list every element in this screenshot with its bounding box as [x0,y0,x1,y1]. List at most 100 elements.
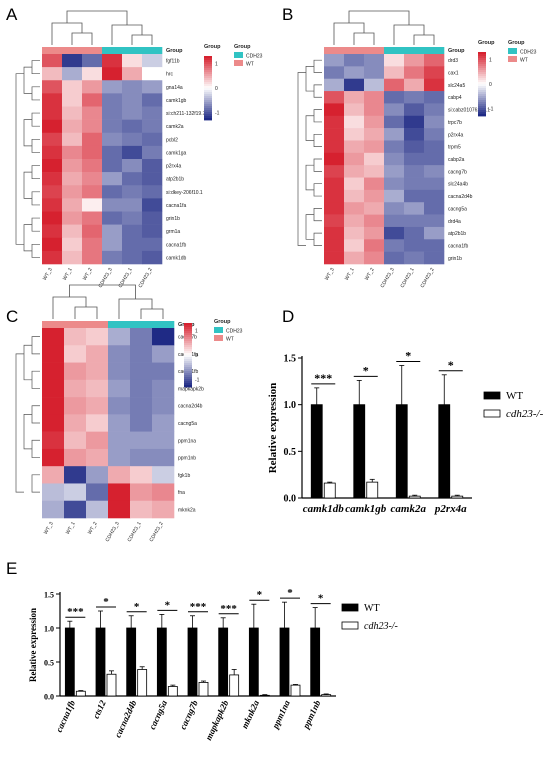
panel-b-heatmap-cell [364,78,385,92]
panel-b-heatmap-cell [344,226,365,240]
panel-b-heatmap-cell [384,91,405,104]
panel-b-row-label: cax1 [448,71,459,77]
panel-b-heatmap-cell [364,202,385,215]
panel-c-heatmap-cell [152,362,175,381]
panel-c-heatmap-cell [130,379,153,398]
panel-b-legend-item: CDH23 [520,50,537,56]
panel-a-row-label: gna14a [166,85,183,91]
panel-a-heatmap-cell [122,237,143,252]
panel-b-heatmap-cell [364,177,385,191]
panel-b-heatmap-cell [324,152,345,166]
panel-c-scale-gradient-step [184,367,192,370]
panel-c-scale-gradient-step [184,339,192,342]
panel-b-heatmap-cell [424,226,445,240]
panel-b-scale-gradient-step [478,94,486,97]
panel-b-row-label: cacna1fb [448,243,469,249]
panel-a-heatmap-cell [102,145,123,160]
panel-c-scale-gradient-step [184,363,192,366]
panel-b-heatmap-cell [424,103,445,117]
panel-e-bar-cdh23 [321,694,332,697]
panel-c-heatmap-cell [108,379,131,398]
panel-b-column-label: WT_1 [344,267,356,282]
panel-c-scale-gradient-step [184,343,192,346]
panel-d-legend-label: cdh23-/- [506,408,544,420]
panel-b-scale-tick: 1 [489,57,492,63]
panel-a-scale-gradient-step [204,116,212,119]
panel-a-heatmap-cell [122,119,143,134]
panel-b-heatmap-cell [344,152,365,166]
panel-a-scale-gradient-step [204,62,212,65]
panel-a-scale-gradient-step [204,72,212,75]
panel-b-heatmap-cell [384,239,405,252]
panel-a-scale-gradient-step [204,58,212,61]
panel-a-scale-gradient-step [204,98,212,101]
panel-a-heatmap-cell [142,119,163,134]
panel-b-group-annotation-cell [384,47,405,54]
panel-c-heatmap-cell [152,448,175,467]
panel-a-heatmap-cell [42,54,63,68]
panel-b-scale-gradient-step [478,110,486,113]
panel-a-heatmap-cell [42,185,63,199]
panel-a-row-label: si:dkey-206f10.1 [166,190,203,196]
panel-d-significance-label: * [448,358,454,372]
panel-e-bar-wt [279,627,290,697]
panel-c-group-annotation-cell [86,321,109,328]
panel-b-column-label: WT_3 [324,267,336,282]
panel-a-heatmap-cell [122,67,143,81]
panel-a-row-label: hrc [166,72,173,78]
panel-c-scale-tick: 1 [195,328,198,334]
panel-b-row-dendrogram-branch [305,115,314,141]
panel-a-legend-item: CDH23 [246,54,263,60]
panel-label-e: E [6,559,17,578]
panel-a-legend-swatch [234,52,243,58]
panel-a-heatmap-cell [142,80,163,94]
panel-c-heatmap-cell [130,362,153,381]
panel-b-row-dendrogram-branch [305,164,314,191]
panel-b-heatmap-cell [404,78,425,92]
panel-e-bar-cdh23 [106,673,117,697]
panel-c-heatmap-cell [64,431,87,450]
panel-e-bar-cdh23 [198,682,209,697]
panel-b-heatmap-cell [364,165,385,178]
panel-a-heatmap-cell [142,54,163,68]
panel-b-row-label: slc24a4b [448,182,468,188]
panel-a-heatmap-cell [102,159,123,173]
panel-b-heatmap-cell [344,202,365,215]
panel-b-heatmap-cell [324,78,345,92]
panel-c-scale-tick: 0 [195,353,198,359]
panel-b-heatmap-cell [404,115,425,129]
panel-b-heatmap-cell [364,115,385,129]
panel-b-heatmap-cell [384,128,405,141]
panel-b-group-annotation-cell [364,47,385,54]
panel-c-heatmap-cell [108,328,131,346]
panel-c-legend-item: CDH23 [226,329,243,335]
panel-b-heatmap-cell [324,91,345,104]
panel-b-legend-title: Group [508,40,525,46]
panel-d-x-tick-label: camk2a [391,503,427,515]
panel-c-scale-gradient-step [184,371,192,374]
panel-a-group-annotation-cell [102,47,123,54]
panel-b-heatmap-cell [384,78,405,92]
panel-a-heatmap-cell [102,54,123,68]
panel-d-y-tick-label: 1.0 [284,400,297,411]
panel-a-heatmap-cell [62,80,83,94]
panel-a-heatmap-cell [142,224,163,239]
panel-a-group-row-label: Group [166,48,183,54]
panel-e-bar-cdh23 [75,690,86,697]
panel-c-heatmap-cell [108,466,131,484]
panel-a-heatmap-cell [122,106,143,120]
panel-a-heatmap-cell [62,159,83,173]
panel-b-heatmap-cell [404,152,425,166]
chart-layer: fgf11b hrc gna14a camk1gb si:ch211-132f19.7 c… [15,10,544,742]
panel-b-heatmap-cell [424,54,445,67]
panel-b-scale-gradient-step [478,66,486,69]
panel-c-heatmap-cell [64,500,87,519]
panel-c-heatmap-cell [42,448,65,467]
panel-b-row-label: drd4a [448,219,461,225]
panel-c-heatmap-cell [152,397,175,415]
panel-a-heatmap-cell [122,198,143,212]
panel-a-heatmap-cell [142,159,163,173]
panel-b-heatmap-cell [384,202,405,215]
